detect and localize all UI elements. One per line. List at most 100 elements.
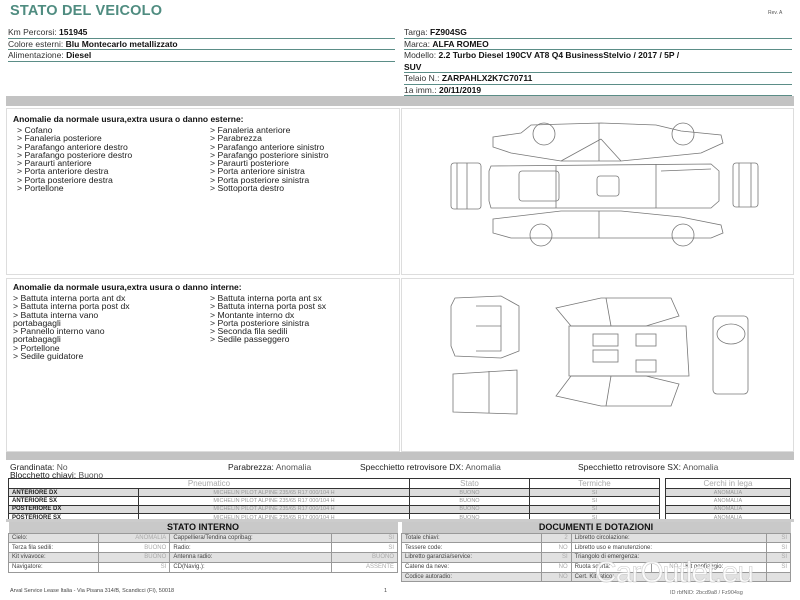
anomaly-item: > Porta posteriore sinistra xyxy=(210,317,310,328)
detail-row: Terza fila sedili: BUONO Radio: SI xyxy=(7,542,398,554)
stato-interno-title: STATO INTERNO xyxy=(8,522,398,533)
detail-value: ASSENTE xyxy=(331,561,398,573)
anomaly-item: > Porta anteriore sinistra xyxy=(210,166,305,177)
anomaly-item: > Parafango posteriore sinistro xyxy=(210,149,329,160)
interior-car-diagram xyxy=(450,295,749,415)
detail-label: Codice autoradio: xyxy=(401,571,542,583)
anomaly-item: > Paraurti anteriore xyxy=(17,158,92,169)
detail-label: Cappelliera/Tendina copribag: xyxy=(169,532,333,544)
anomaly-item: > Porta posteriore sinistra xyxy=(210,174,310,185)
exterior-heading: Anomalie da normale usura,extra usura o … xyxy=(13,114,244,124)
exterior-car-diagram xyxy=(450,122,759,247)
detail-label: Libretto uso e manutenzione: xyxy=(570,542,768,554)
grandinata: Grandinata: No xyxy=(10,462,68,472)
detail-value: NO xyxy=(540,561,572,573)
detail-value: SI xyxy=(766,552,791,563)
cerchi-row: ANOMALIA xyxy=(665,496,791,506)
info-row-modello: Modello: 2.2 Turbo Diesel 190CV AT8 Q4 B… xyxy=(404,50,680,60)
detail-label: Terza fila sedili: xyxy=(7,542,100,554)
anomaly-item: portabagagli xyxy=(13,317,61,328)
tyre-row: ANTERIORE DX MICHELIN PILOT ALPINE 235/65… xyxy=(8,487,660,498)
interior-list-1: > Battuta interna porta ant dx > Battuta … xyxy=(13,293,203,362)
detail-value: BUONO xyxy=(98,552,171,563)
watermark-logo: CarOutlet.eu xyxy=(595,556,755,590)
tyre-position: POSTERIORE DX xyxy=(8,504,139,514)
detail-value: ANOMALIA xyxy=(98,532,171,544)
tyre-model: MICHELIN PILOT ALPINE 235/65 R17 000/104… xyxy=(138,487,410,498)
anomaly-item: > Battuta interna porta post dx xyxy=(13,301,130,312)
detail-label: Cert. Kit fatico: xyxy=(570,571,768,583)
footer-address: Arval Service Lease Italia - Via Pisana … xyxy=(10,588,175,594)
documenti-title: DOCUMENTI E DOTAZIONI xyxy=(401,522,791,533)
exterior-text-box: Anomalie da normale usura,extra usura o … xyxy=(6,108,400,275)
detail-row: Kit vivavoce: BUONO Antenna radio: BUONO xyxy=(7,552,398,563)
detail-row: Navigatore: SI CD(Navig.): ASSENTE xyxy=(7,561,398,573)
cerchi-status: ANOMALIA xyxy=(665,487,791,498)
tyre-model: MICHELIN PILOT ALPINE 235/65 R17 000/104… xyxy=(138,504,410,514)
revision-label: Rev. A xyxy=(768,10,783,16)
detail-value: SI xyxy=(766,561,791,573)
anomaly-item: > Parafango anteriore destro xyxy=(17,141,128,152)
detail-label: Navigatore: xyxy=(7,561,100,573)
tyre-row: POSTERIORE DX MICHELIN PILOT ALPINE 235/6… xyxy=(8,504,660,514)
vehicle-info-right: Targa: FZ904SG Marca: ALFA ROMEO Modello… xyxy=(404,27,792,96)
divider-band-2 xyxy=(6,452,794,460)
interior-list-2: > Battuta interna porta ant sx > Battuta … xyxy=(210,293,326,345)
vehicle-info-left: Km Percorsi: 151945 Colore esterni: Blu … xyxy=(8,27,395,62)
anomaly-item: > Sedile passeggero xyxy=(210,334,290,345)
detail-value: 2 xyxy=(540,532,572,544)
detail-label: CD(Navig.): xyxy=(169,561,333,573)
detail-value: NO xyxy=(540,571,572,583)
stato-interno-table: STATO INTERNO Cielo: ANOMALIA Cappelliera/… xyxy=(7,522,398,573)
anomaly-item: > Fanaleria anteriore xyxy=(210,125,291,135)
info-row-targa: Targa: FZ904SG xyxy=(404,27,792,39)
tyre-status: BUONO xyxy=(409,504,530,514)
anomaly-item: > Portellone xyxy=(17,183,64,194)
detail-value: SI xyxy=(98,561,171,573)
detail-label: Kit vivavoce: xyxy=(7,552,100,563)
detail-label: Antenna radio: xyxy=(169,552,333,563)
detail-value: SI xyxy=(766,542,791,554)
divider-band-3 xyxy=(6,519,794,522)
anomaly-item: portabagagli xyxy=(13,334,61,345)
anomaly-item: > Paraurti posteriore xyxy=(210,158,289,169)
anomaly-item: > Seconda fila sedili xyxy=(210,326,288,337)
interior-text-box: Anomalie da normale usura,extra usura o … xyxy=(6,278,400,452)
anomaly-item: > Pannello interno vano xyxy=(13,326,105,337)
anomaly-item: > Sedile guidatore xyxy=(13,351,84,362)
col-cerchi: Cerchi in lega xyxy=(665,478,791,489)
anomaly-item: > Battuta interna vano xyxy=(13,309,99,320)
detail-label: Radio: xyxy=(169,542,333,554)
detail-value: SI xyxy=(331,532,398,544)
detail-label: Catene da neve: xyxy=(401,561,542,573)
footer-doc-id: ID rbfNID: 2bcd9a8 / Fz904sg xyxy=(670,590,743,596)
tyre-winter: SI xyxy=(529,504,660,514)
tyre-winter: SI xyxy=(529,496,660,506)
blocchetto-chiavi: Blocchetto chiavi: Buono xyxy=(10,470,104,480)
detail-value xyxy=(766,571,791,583)
detail-value: SI xyxy=(331,542,398,554)
anomaly-item: > Montante interno dx xyxy=(210,309,295,320)
col-pneumatico: Pneumatico xyxy=(8,478,410,489)
exterior-diagram-box xyxy=(401,108,794,275)
info-row-modello-cont: SUV xyxy=(404,62,792,73)
cerchi-table: Cerchi in lega ANOMALIA ANOMALIA ANOMALIA A… xyxy=(665,478,791,523)
detail-label: Libretto garanzia/service: xyxy=(401,552,542,563)
cerchi-status: ANOMALIA xyxy=(665,504,791,514)
col-stato: Stato xyxy=(409,478,530,489)
detail-label: Tessere code: xyxy=(401,542,542,554)
anomaly-item: > Cofano xyxy=(17,125,53,135)
detail-label: Totale chiavi: xyxy=(401,532,542,544)
detail-value: SI xyxy=(540,552,572,563)
tyre-position: ANTERIORE SX xyxy=(8,496,139,506)
anomaly-item: > Parafango anteriore sinistro xyxy=(210,141,325,152)
detail-value: SI xyxy=(766,532,791,544)
specchietto-dx-status: Specchietto retrovisore DX: Anomalia xyxy=(360,462,501,472)
info-row-alimentazione: Alimentazione: Diesel xyxy=(8,50,395,62)
interior-heading: Anomalie da normale usura,extra usura o … xyxy=(13,282,242,292)
detail-value: BUONO xyxy=(331,552,398,563)
cerchi-status: ANOMALIA xyxy=(665,496,791,506)
anomaly-item: > Porta posteriore destra xyxy=(17,174,113,185)
footer-page: 1 xyxy=(384,588,388,594)
documenti-table: DOCUMENTI E DOTAZIONI Totale chiavi: 2 Lib… xyxy=(401,522,791,583)
